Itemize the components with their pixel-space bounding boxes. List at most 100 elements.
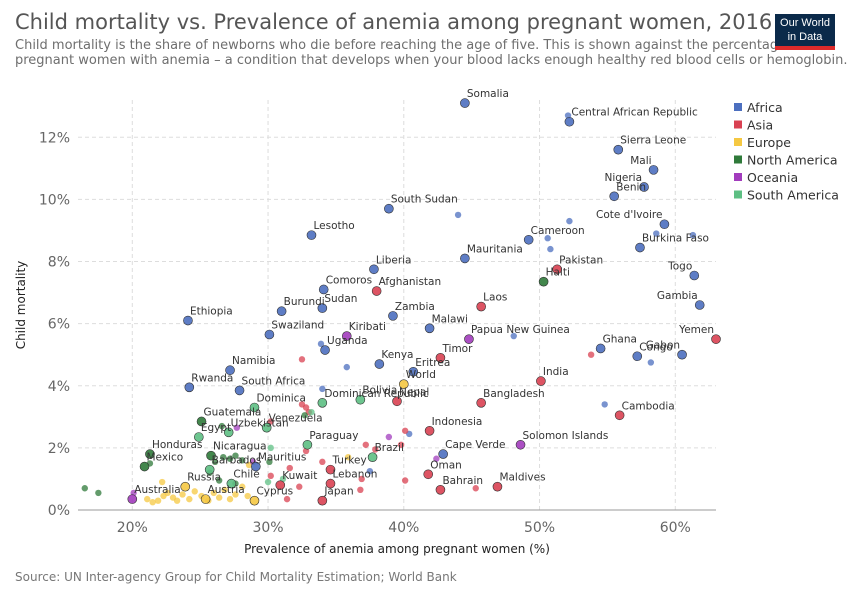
legend-label[interactable]: Oceania: [747, 170, 798, 185]
data-point[interactable]: [184, 382, 195, 393]
data-point[interactable]: [397, 441, 405, 448]
data-point[interactable]: [173, 497, 181, 504]
data-point[interactable]: [694, 300, 705, 310]
data-point[interactable]: [552, 264, 562, 275]
data-point[interactable]: [547, 245, 554, 253]
data-point[interactable]: [689, 231, 697, 239]
data-point[interactable]: [317, 303, 328, 313]
data-point[interactable]: [460, 253, 470, 264]
data-point[interactable]: [302, 439, 313, 450]
data-point[interactable]: [372, 446, 379, 453]
data-point[interactable]: [355, 394, 366, 405]
data-point[interactable]: [200, 494, 211, 504]
data-point[interactable]: [609, 191, 619, 202]
legend-label[interactable]: South America: [747, 188, 839, 203]
data-point[interactable]: [614, 410, 625, 421]
data-point[interactable]: [251, 461, 261, 472]
data-point[interactable]: [249, 402, 260, 413]
data-point[interactable]: [298, 356, 306, 363]
data-point[interactable]: [215, 494, 223, 501]
data-point[interactable]: [476, 301, 486, 312]
data-point[interactable]: [401, 427, 409, 434]
data-point[interactable]: [564, 116, 575, 127]
data-point[interactable]: [423, 469, 434, 480]
data-point[interactable]: [464, 334, 474, 344]
data-point[interactable]: [392, 396, 402, 407]
data-point[interactable]: [264, 478, 272, 486]
data-point[interactable]: [234, 385, 245, 396]
data-point[interactable]: [435, 353, 446, 363]
data-point[interactable]: [244, 492, 251, 500]
data-point[interactable]: [492, 481, 503, 492]
data-point[interactable]: [179, 491, 186, 498]
data-point[interactable]: [358, 475, 365, 483]
data-point[interactable]: [180, 481, 191, 492]
data-point[interactable]: [367, 452, 378, 462]
legend-label[interactable]: North America: [747, 153, 838, 168]
data-point[interactable]: [164, 489, 171, 497]
data-point[interactable]: [210, 489, 217, 497]
data-point[interactable]: [232, 491, 239, 498]
data-point[interactable]: [711, 334, 721, 344]
data-point[interactable]: [538, 276, 549, 287]
data-point[interactable]: [266, 458, 273, 466]
data-point[interactable]: [145, 449, 155, 459]
data-point[interactable]: [249, 495, 260, 506]
data-point[interactable]: [264, 329, 275, 340]
data-point[interactable]: [221, 486, 228, 494]
data-point[interactable]: [283, 495, 291, 503]
data-point[interactable]: [319, 385, 326, 393]
data-point[interactable]: [139, 461, 150, 472]
data-point[interactable]: [186, 495, 193, 503]
data-point[interactable]: [261, 422, 272, 433]
data-point[interactable]: [398, 379, 409, 390]
data-point[interactable]: [523, 234, 534, 245]
data-point[interactable]: [301, 412, 308, 419]
data-point[interactable]: [659, 219, 670, 230]
data-point[interactable]: [371, 286, 382, 296]
data-point[interactable]: [653, 230, 660, 237]
data-point[interactable]: [343, 363, 350, 371]
data-point[interactable]: [211, 458, 219, 466]
data-point[interactable]: [149, 499, 156, 506]
data-point[interactable]: [544, 235, 551, 242]
data-point[interactable]: [366, 467, 374, 475]
data-point[interactable]: [302, 404, 310, 411]
data-point[interactable]: [306, 230, 317, 240]
data-point[interactable]: [267, 444, 274, 452]
data-point[interactable]: [81, 485, 88, 492]
data-point[interactable]: [388, 311, 398, 321]
data-point[interactable]: [232, 452, 239, 459]
data-point[interactable]: [233, 424, 241, 431]
data-point[interactable]: [357, 486, 364, 494]
data-point[interactable]: [648, 165, 659, 175]
data-point[interactable]: [183, 315, 193, 326]
data-point[interactable]: [239, 457, 246, 464]
data-point[interactable]: [226, 495, 234, 503]
data-point[interactable]: [369, 264, 379, 275]
data-point[interactable]: [308, 408, 315, 416]
data-point[interactable]: [408, 366, 419, 377]
data-point[interactable]: [635, 242, 645, 253]
data-point[interactable]: [454, 211, 462, 219]
data-point[interactable]: [433, 455, 440, 462]
data-point[interactable]: [384, 203, 394, 214]
data-point[interactable]: [204, 464, 215, 475]
data-point[interactable]: [401, 477, 409, 484]
legend-label[interactable]: Asia: [747, 118, 773, 133]
data-point[interactable]: [239, 483, 246, 490]
data-point[interactable]: [325, 478, 336, 489]
legend-label[interactable]: Africa: [747, 100, 783, 115]
data-point[interactable]: [595, 343, 606, 354]
data-point[interactable]: [276, 306, 287, 317]
data-point[interactable]: [689, 270, 700, 281]
data-point[interactable]: [223, 427, 234, 438]
data-point[interactable]: [647, 359, 655, 366]
data-point[interactable]: [476, 398, 486, 408]
data-point[interactable]: [510, 332, 517, 340]
data-point[interactable]: [341, 331, 352, 341]
data-point[interactable]: [226, 478, 237, 489]
data-point[interactable]: [424, 323, 435, 334]
data-point[interactable]: [215, 477, 223, 484]
data-point[interactable]: [566, 217, 573, 225]
